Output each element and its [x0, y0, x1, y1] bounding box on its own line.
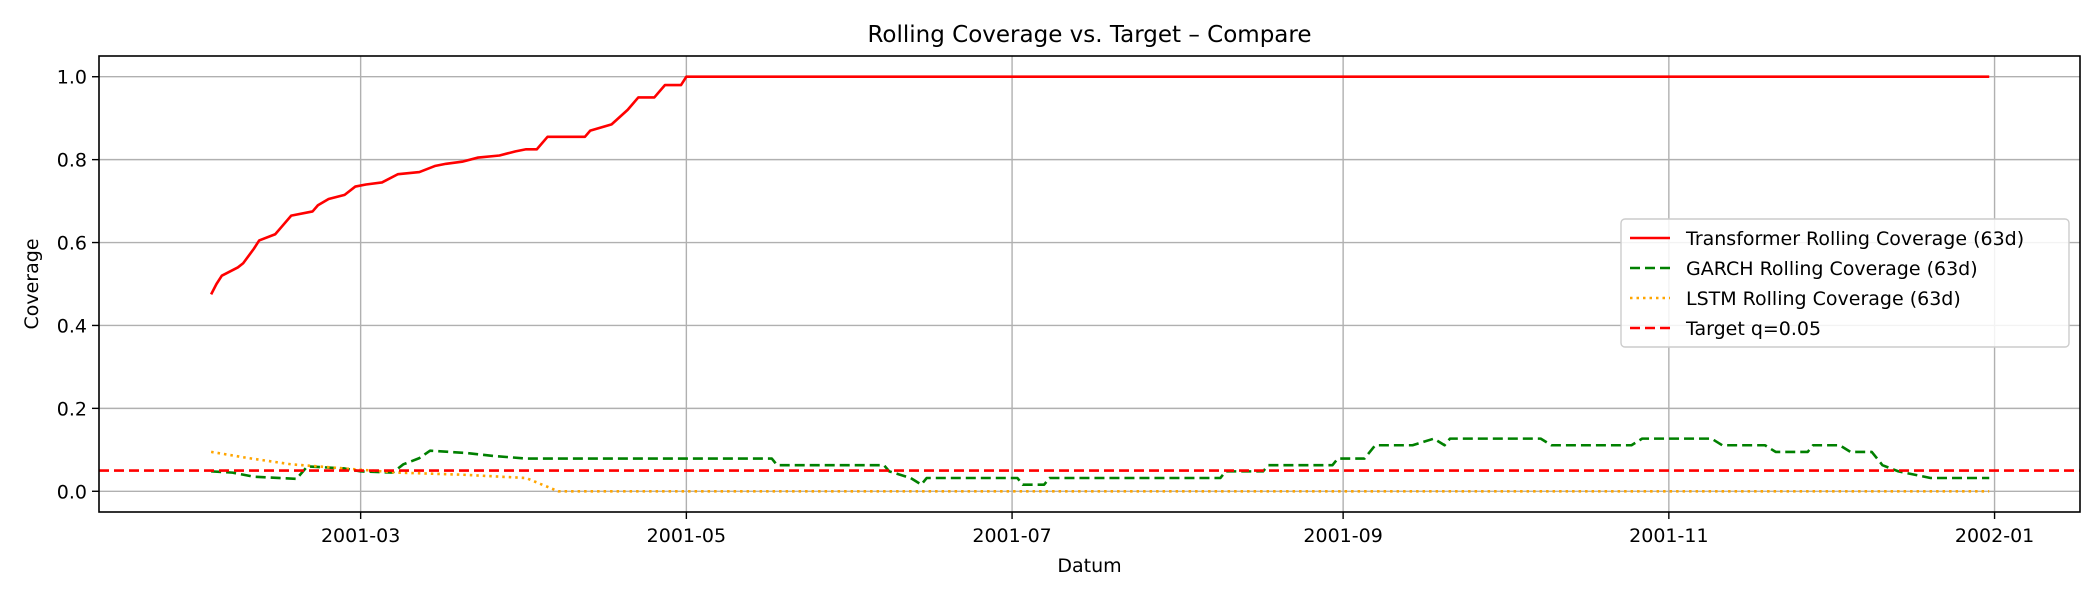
- legend-entry-1: GARCH Rolling Coverage (63d): [1686, 258, 1978, 280]
- x-axis-label: Datum: [1057, 555, 1121, 577]
- x-tick-label-3: 2001-09: [1303, 525, 1382, 547]
- y-tick-label-5: 1.0: [57, 67, 87, 89]
- series-2-line: [210, 450, 1990, 493]
- y-tick-label-1: 0.2: [57, 398, 87, 420]
- y-tick-label-3: 0.6: [57, 233, 87, 255]
- x-tick-label-2: 2001-07: [972, 525, 1051, 547]
- x-tick-label-1: 2001-05: [647, 525, 726, 547]
- series-layer: [99, 75, 2080, 493]
- legend-entry-2: LSTM Rolling Coverage (63d): [1686, 288, 1961, 310]
- legend-box: [1620, 218, 2070, 348]
- tick-layer: 2001-03 2001-05 2001-07 2001-09 2001-11 2002-…: [57, 67, 2034, 547]
- chart-title: Rolling Coverage vs. Target – Compare: [867, 22, 1311, 48]
- x-tick-label-4: 2001-11: [1629, 525, 1708, 547]
- series-0-line: [209, 75, 1990, 295]
- y-tick-label-4: 0.8: [57, 150, 87, 172]
- legend: Transformer Rolling Coverage (63d) GARCH …: [1620, 218, 2070, 348]
- x-tick-label-0: 2001-03: [321, 525, 400, 547]
- legend-entry-3: Target q=0.05: [1685, 318, 1821, 340]
- y-tick-label-0: 0.0: [57, 481, 87, 503]
- y-tick-label-2: 0.4: [57, 315, 87, 337]
- plot-area-frame: [98, 55, 2081, 513]
- x-tick-label-5: 2002-01: [1955, 525, 2034, 547]
- y-axis-label: Coverage: [21, 238, 43, 329]
- legend-entry-0: Transformer Rolling Coverage (63d): [1685, 228, 2024, 250]
